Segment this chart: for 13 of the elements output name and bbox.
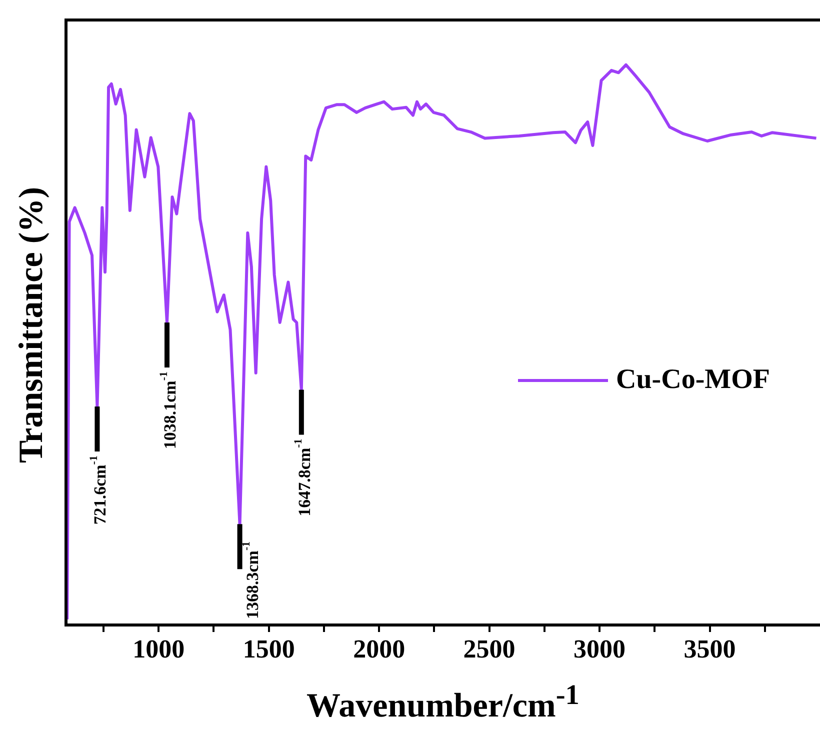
x-axis-title: Wavenumber/cm$^{-1}$	[306, 680, 580, 726]
y-axis-title: Transmittance (%)	[13, 186, 51, 464]
x-tick-label: 3000	[574, 634, 626, 664]
annotation: 1368.3cm-1	[240, 541, 262, 619]
x-tick-label: 2500	[463, 634, 516, 664]
x-tick-label: 2000	[353, 634, 406, 664]
legend-label: Cu-Co-MOF	[616, 364, 770, 396]
annotation: 1038.1cm-1	[158, 371, 180, 450]
x-tick-label: 1500	[242, 634, 295, 664]
annotation: 1647.8cm-1	[292, 438, 314, 516]
x-tick-label: 1000	[132, 634, 185, 664]
x-tick-label: 3500	[684, 634, 736, 664]
annotation: 721.6cm-1	[88, 456, 110, 525]
